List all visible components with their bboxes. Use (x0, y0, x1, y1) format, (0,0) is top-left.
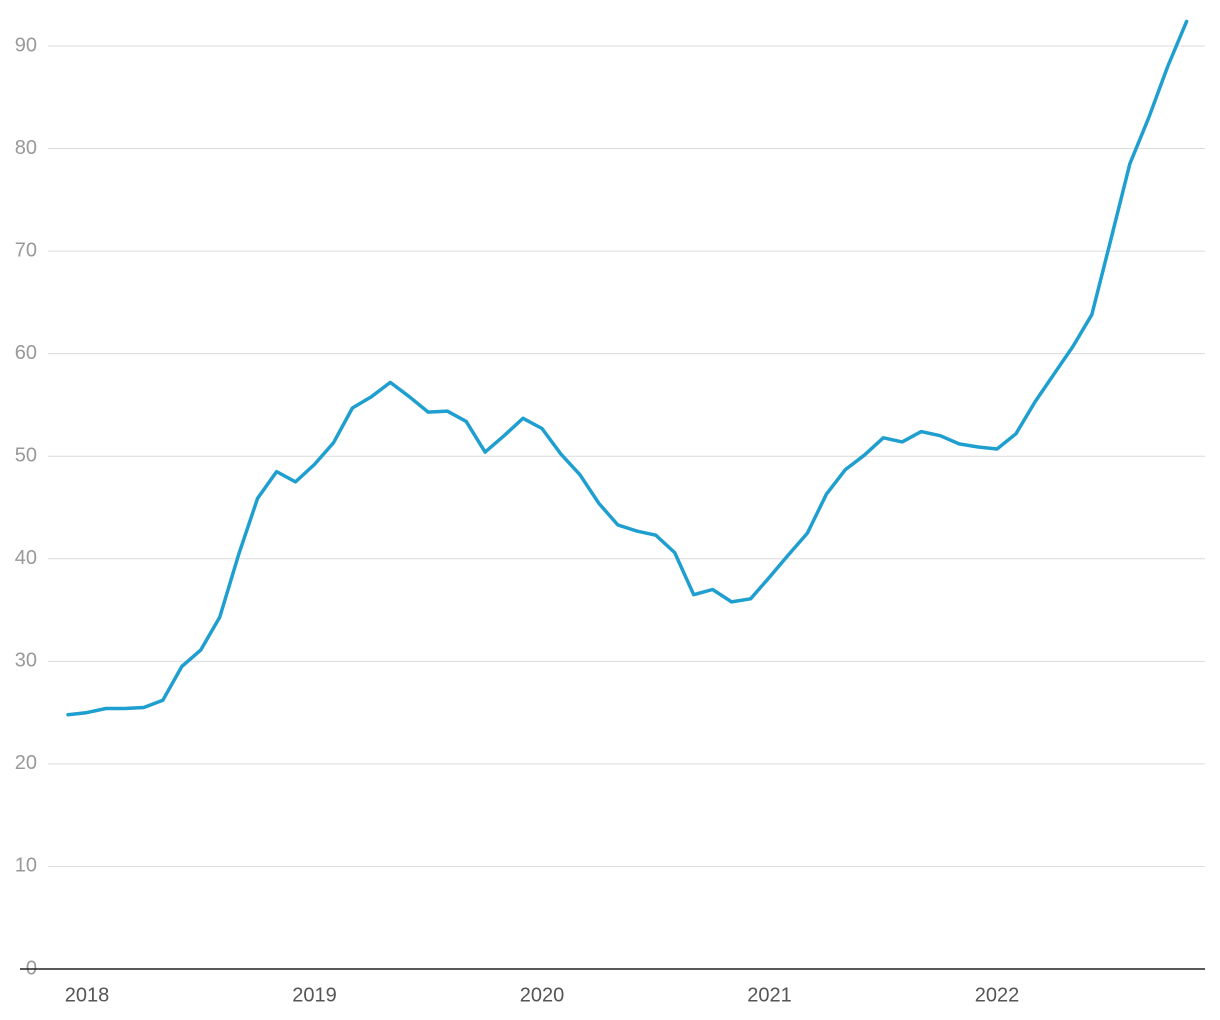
y-tick-label: 20 (15, 752, 37, 774)
data-line (66, 19, 1189, 717)
y-tick-label: 40 (15, 547, 37, 569)
y-tick-label: 50 (15, 445, 37, 467)
y-tick-label: 10 (15, 855, 37, 877)
y-tick-label: 60 (15, 342, 37, 364)
x-tick-label: 2021 (747, 984, 792, 1006)
x-tick-label: 2020 (520, 984, 565, 1006)
x-tick-label: 2019 (292, 984, 337, 1006)
y-tick-label: 30 (15, 650, 37, 672)
y-tick-label: 90 (15, 34, 37, 56)
x-tick-label: 2018 (65, 984, 110, 1006)
x-tick-label: 2022 (975, 984, 1020, 1006)
y-tick-label: 70 (15, 239, 37, 261)
y-tick-label: 80 (15, 137, 37, 159)
